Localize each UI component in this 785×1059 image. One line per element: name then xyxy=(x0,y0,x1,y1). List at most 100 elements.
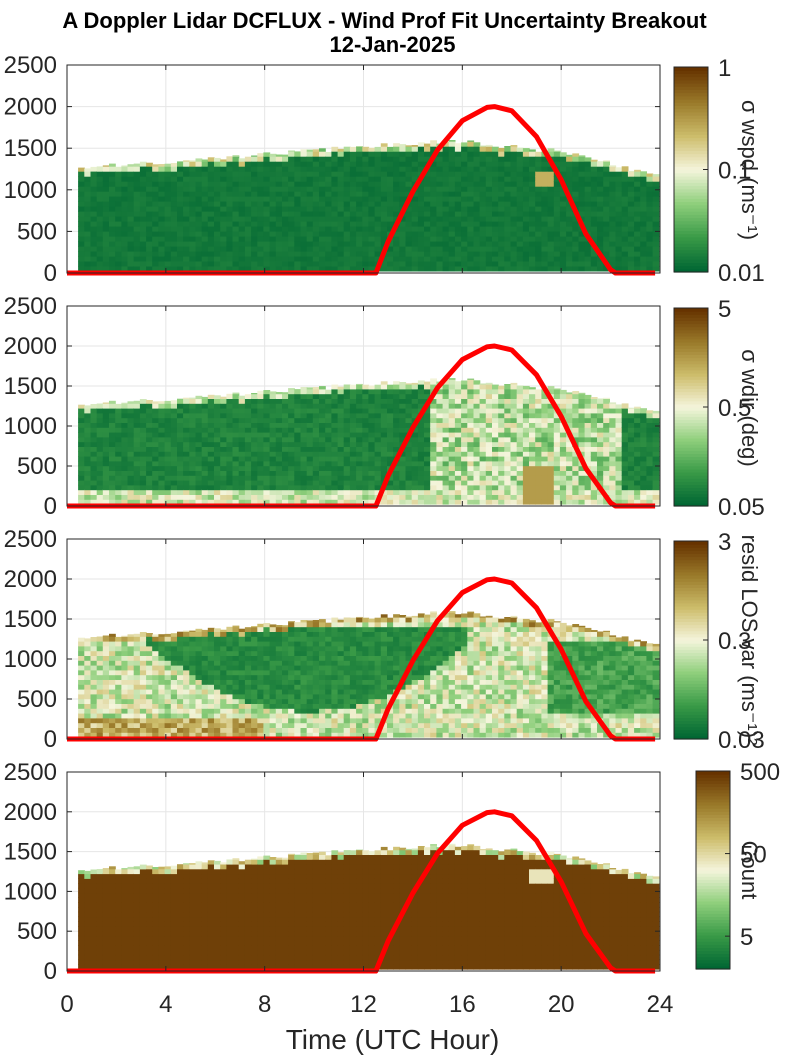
heatmap-cell xyxy=(127,446,135,452)
heatmap-cell xyxy=(257,181,265,187)
heatmap-cell xyxy=(417,156,425,162)
heatmap-cell xyxy=(121,722,129,728)
heatmap-cell xyxy=(374,388,382,395)
colorbar-band xyxy=(674,326,708,331)
heatmap-cell xyxy=(201,417,209,423)
heatmap-cell xyxy=(584,494,592,500)
heatmap-cell xyxy=(492,166,499,172)
heatmap-cell xyxy=(399,412,407,419)
heatmap-cell xyxy=(627,432,635,438)
heatmap-cell xyxy=(559,201,567,207)
heatmap-cell xyxy=(343,460,351,467)
heatmap-cell xyxy=(251,260,258,267)
heatmap-cell xyxy=(146,436,153,443)
heatmap-cell xyxy=(541,221,549,227)
heatmap-cell xyxy=(115,231,122,237)
heatmap-cell xyxy=(424,216,431,222)
heatmap-cell xyxy=(640,412,647,419)
heatmap-cell xyxy=(226,398,234,404)
heatmap-cell xyxy=(294,206,302,212)
heatmap-cell xyxy=(146,171,153,177)
heatmap-cell xyxy=(572,456,580,462)
heatmap-cell xyxy=(634,186,641,192)
heatmap-cell xyxy=(226,186,234,192)
heatmap-cell xyxy=(516,432,524,438)
heatmap-cell xyxy=(139,255,147,262)
heatmap-cell xyxy=(127,408,135,414)
heatmap-cell xyxy=(597,206,604,212)
heatmap-cell xyxy=(84,201,92,207)
heatmap-cell xyxy=(146,674,153,680)
heatmap-cell xyxy=(325,408,332,414)
heatmap-cell xyxy=(109,226,116,232)
heatmap-cell xyxy=(170,412,178,419)
heatmap-cell xyxy=(337,480,345,486)
heatmap-cell xyxy=(553,456,561,462)
heatmap-cell xyxy=(263,390,271,395)
heatmap-cell xyxy=(448,427,456,433)
heatmap-cell xyxy=(646,480,654,486)
heatmap-cell xyxy=(121,417,129,423)
heatmap-cell xyxy=(504,260,512,267)
heatmap-cell xyxy=(442,379,450,385)
heatmap-cell xyxy=(269,171,277,177)
heatmap-cell xyxy=(504,451,512,457)
heatmap-cell xyxy=(535,156,542,162)
heatmap-cell xyxy=(603,221,610,227)
heatmap-cell xyxy=(356,216,363,222)
heatmap-cell xyxy=(559,196,567,202)
heatmap-cell xyxy=(337,176,345,182)
heatmap-cell xyxy=(251,171,258,177)
heatmap-cell xyxy=(195,446,203,452)
heatmap-cell xyxy=(504,265,512,272)
heatmap-cell xyxy=(553,412,561,419)
heatmap-cell xyxy=(127,684,135,690)
heatmap-cell xyxy=(529,436,536,443)
heatmap-cell xyxy=(294,265,302,272)
heatmap-cell xyxy=(226,403,234,409)
heatmap-cell xyxy=(220,159,227,162)
heatmap-cell xyxy=(387,265,394,272)
heatmap-cell xyxy=(485,226,493,232)
heatmap-cell xyxy=(78,713,85,719)
heatmap-cell xyxy=(244,480,252,486)
heatmap-cell xyxy=(442,456,450,462)
heatmap-cell xyxy=(133,427,141,433)
heatmap-cell xyxy=(467,465,475,471)
heatmap-cell xyxy=(590,181,598,187)
heatmap-cell xyxy=(448,378,456,380)
heatmap-cell xyxy=(312,403,320,409)
heatmap-cell xyxy=(504,460,512,467)
heatmap-cell xyxy=(226,480,234,486)
heatmap-cell xyxy=(127,717,135,724)
heatmap-cell xyxy=(356,196,363,202)
colorbar-band xyxy=(674,351,708,355)
heatmap-cell xyxy=(232,221,240,227)
heatmap-cell xyxy=(152,436,159,443)
heatmap-cell xyxy=(572,246,580,252)
heatmap-cell xyxy=(615,211,623,217)
heatmap-cell xyxy=(78,221,85,227)
heatmap-cell xyxy=(152,236,159,242)
colorbar-tick-label: 0.5 xyxy=(718,395,751,422)
heatmap-cell xyxy=(627,408,635,414)
heatmap-cell xyxy=(96,499,104,505)
figure-title: A Doppler Lidar DCFLUX - Wind Prof Fit U… xyxy=(62,8,707,33)
heatmap-cell xyxy=(492,146,499,152)
heatmap-cell xyxy=(522,475,530,481)
heatmap-cell xyxy=(473,251,481,257)
heatmap-cell xyxy=(183,470,190,476)
heatmap-cell xyxy=(201,499,209,505)
heatmap-cell xyxy=(244,460,252,467)
heatmap-cell xyxy=(442,499,450,505)
heatmap-cell xyxy=(96,684,104,690)
heatmap-cell xyxy=(541,494,549,500)
heatmap-cell xyxy=(461,176,468,182)
heatmap-cell xyxy=(485,251,493,257)
heatmap-cell xyxy=(473,171,481,177)
heatmap-cell xyxy=(479,384,487,390)
heatmap-cell xyxy=(627,417,635,423)
heatmap-cell xyxy=(479,470,487,476)
heatmap-cell xyxy=(535,460,542,467)
heatmap-cell xyxy=(374,211,382,217)
